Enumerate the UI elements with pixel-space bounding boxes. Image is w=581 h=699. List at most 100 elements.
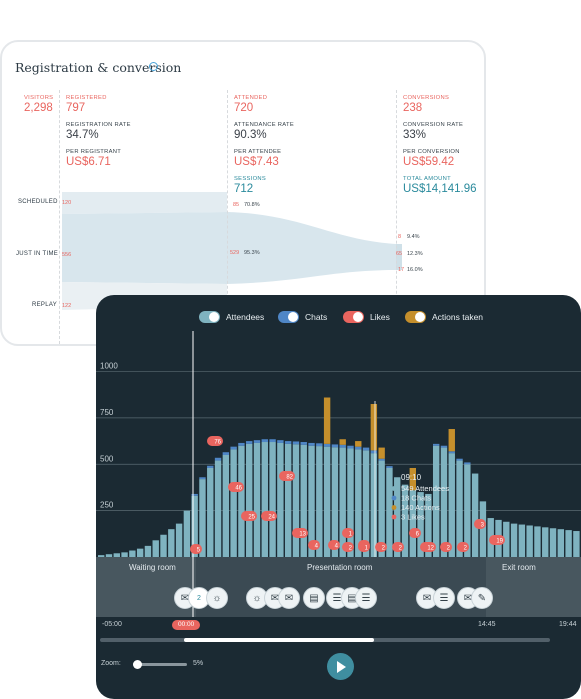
attendees-bar [479, 501, 487, 557]
row-label-replay: REPLAY [32, 302, 58, 308]
attendees-bar [534, 526, 541, 557]
flow-number: 8 [398, 234, 402, 240]
zoom-value: 5% [193, 660, 204, 667]
toggle-switch[interactable] [405, 311, 426, 323]
like-badge [440, 542, 452, 552]
like-badge [279, 471, 295, 481]
attendees-bar [144, 545, 152, 557]
like-badge-label: 3 [481, 523, 485, 529]
gift-icon[interactable]: ▤ [303, 587, 325, 609]
toggle-switch[interactable] [343, 311, 364, 323]
flow-number: 122 [62, 303, 72, 309]
chat-icon[interactable]: ✉ [278, 587, 300, 609]
attended-stat: ATTENDED 720 ATTENDANCE RATE 90.3% PER A… [234, 95, 294, 195]
chats-bar [308, 442, 315, 446]
attendees-bar [417, 492, 424, 557]
tooltip-line: 140 Actions [401, 503, 440, 512]
y-tick-label: 1000 [100, 362, 118, 371]
per-conversion-label: PER CONVERSION [403, 149, 460, 155]
y-tick-label: 750 [100, 408, 114, 417]
like-badge-label: 46 [235, 486, 242, 492]
chats-bar [292, 441, 300, 445]
tooltip-dot [391, 505, 397, 510]
like-badge-label: 2 [447, 546, 451, 552]
actions-bar [370, 404, 378, 451]
tooltip-dot [391, 514, 397, 520]
flow-percent: 95.3% [244, 250, 260, 256]
attendees-bar [464, 464, 471, 557]
chats-bar [331, 444, 339, 448]
toggle-switch[interactable] [199, 311, 220, 323]
current-time-badge[interactable]: 00:00 [172, 620, 201, 630]
chart-legend: Attendees Chats Likes Actions taken [96, 311, 581, 325]
chats-bar [370, 450, 378, 454]
like-badge-label: 82 [286, 475, 293, 481]
legend-label: Chats [305, 312, 328, 322]
attendees-bar [518, 524, 526, 557]
play-button[interactable] [327, 653, 354, 680]
chats-bar [386, 466, 393, 468]
chats-bar [230, 446, 237, 450]
like-badge-label: 1 [349, 532, 353, 538]
attendees-bar [471, 473, 479, 557]
pencil-icon[interactable]: ✎ [471, 587, 493, 609]
attendees-bar [542, 527, 549, 557]
zoom-slider[interactable] [133, 663, 187, 666]
per-registrant-label: PER REGISTRANT [66, 149, 122, 155]
attendees-bar [238, 445, 245, 557]
legend-toggle-actions[interactable]: Actions taken [405, 311, 483, 323]
tooltip-time: 09:10 [401, 473, 422, 482]
attendees-bar [214, 460, 222, 557]
legend-label: Attendees [226, 312, 265, 322]
like-badge-label: 6 [416, 532, 420, 538]
registered-stat: REGISTERED 797 REGISTRATION RATE 34.7% P… [66, 95, 131, 168]
info-icon[interactable] [149, 62, 158, 71]
like-badge [292, 528, 308, 538]
attendees-bar [347, 448, 354, 557]
chats-bar [355, 446, 362, 450]
actions-bar [339, 439, 346, 445]
like-badge-label: 1 [365, 546, 369, 552]
chats-bar [191, 493, 198, 496]
legend-toggle-chats[interactable]: Chats [278, 311, 327, 323]
like-badge-label: 76 [214, 440, 221, 446]
zoom-slider-handle[interactable] [133, 660, 142, 669]
conversions-value: 238 [403, 102, 423, 114]
legend-toggle-likes[interactable]: Likes [343, 311, 390, 323]
attendees-bar [323, 446, 331, 557]
list-icon[interactable]: ☰ [355, 587, 377, 609]
legend-label: Actions taken [432, 312, 484, 322]
like-badge [342, 542, 354, 552]
attendees-bar [277, 442, 284, 557]
legend-toggle-attendees[interactable]: Attendees [199, 311, 264, 323]
toggle-switch[interactable] [278, 311, 299, 323]
attendees-bar [253, 442, 261, 557]
flow-percent: 12.3% [407, 251, 423, 257]
total-amount-label: TOTAL AMOUNT [403, 176, 451, 182]
registered-label: REGISTERED [66, 95, 107, 101]
like-badge-label: 2 [399, 546, 403, 552]
flow-percent: 9.4% [407, 234, 420, 240]
row-label-scheduled: SCHEDULED [18, 199, 58, 205]
like-badge [241, 511, 257, 521]
attendees-bar [401, 484, 409, 557]
list-icon[interactable]: ☰ [433, 587, 455, 609]
like-badge-label: 24 [268, 515, 275, 521]
y-tick-label: 500 [100, 454, 114, 463]
like-badge-label: 25 [248, 515, 255, 521]
like-badge [261, 511, 277, 521]
conversions-stat: CONVERSIONS 238 CONVERSION RATE 33% PER … [403, 95, 477, 195]
like-badge [392, 542, 404, 552]
like-badge-label: 13 [299, 532, 306, 538]
like-badge [228, 482, 244, 492]
lightbulb-icon[interactable]: ☼ [206, 587, 228, 609]
chats-bar [284, 441, 292, 444]
chats-bar [339, 444, 346, 448]
chats-bar [440, 445, 448, 448]
attendees-bar [199, 479, 206, 557]
timeline-range-handle[interactable] [184, 638, 374, 642]
tooltip-dot [391, 495, 397, 501]
actions-bar [448, 429, 455, 452]
chats-bar [316, 443, 323, 447]
flow-percent: 70.8% [244, 202, 260, 208]
